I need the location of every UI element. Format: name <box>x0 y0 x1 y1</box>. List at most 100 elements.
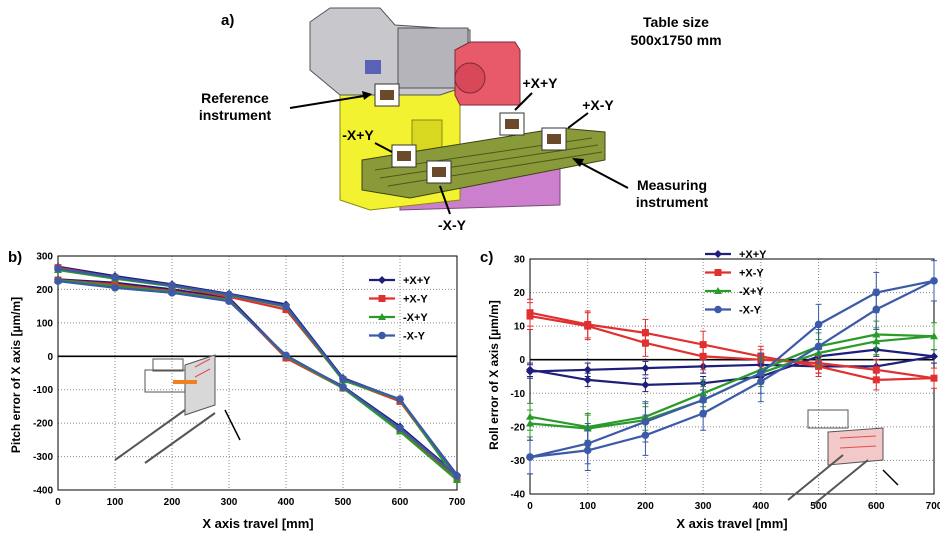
pitch-xtick-label: 300 <box>221 497 238 508</box>
roll-xtick-label: 600 <box>868 501 885 512</box>
roll-data-point <box>930 332 938 340</box>
sensor-label-pxpy: +X+Y <box>522 75 558 91</box>
roll-ytick-label: -30 <box>511 456 526 467</box>
pitch-xtick-label: 200 <box>164 497 181 508</box>
roll-data-point <box>699 352 707 360</box>
sensor-label-pxmy: +X-Y <box>582 97 614 113</box>
pitch-legend-label: -X+Y <box>403 312 428 324</box>
roll-data-point <box>757 377 765 386</box>
roll-legend-label: +X-Y <box>739 268 764 280</box>
pitch-data-point <box>225 290 233 299</box>
pitch-data-point <box>396 395 404 403</box>
pitch-ytick-label: 0 <box>47 352 53 363</box>
roll-data-point <box>699 409 707 418</box>
roll-data-point <box>814 320 823 329</box>
roll-ytick-label: 20 <box>514 288 526 299</box>
reference-arrow <box>289 94 371 109</box>
roll-ytick-label: -20 <box>511 422 526 433</box>
roll-xtick-label: 300 <box>695 501 712 512</box>
roll-legend-marker <box>714 287 722 294</box>
pitch-legend-marker <box>378 331 386 340</box>
pitch-data-point <box>54 264 62 273</box>
pitch-data-point <box>339 383 347 391</box>
roll-data-point <box>526 453 534 461</box>
roll-xtick-label: 700 <box>926 501 940 512</box>
roll-legend-label: -X-Y <box>739 305 762 317</box>
pitch-data-point <box>54 277 62 285</box>
pitch-ytick-label: -100 <box>33 385 53 396</box>
table-size-value: 500x1750 mm <box>630 32 721 48</box>
sensor-label-mxmy: -X-Y <box>438 217 467 233</box>
pitch-schematic-inset <box>114 354 241 464</box>
chart-c-xlabel: X axis travel [mm] <box>676 516 787 531</box>
panel-c-label: c) <box>480 249 493 266</box>
roll-data-point <box>930 374 938 382</box>
chart-b-ylabel: Pitch error of X axis [µm/m] <box>9 297 23 453</box>
pitch-ytick-label: -300 <box>33 452 53 463</box>
roll-data-point <box>930 277 938 285</box>
roll-data-point <box>526 312 534 320</box>
spindle-panel <box>365 60 381 74</box>
roll-data-point <box>641 339 649 347</box>
reference-label-line2: instrument <box>199 107 272 123</box>
roll-data-point <box>641 364 650 373</box>
pitch-data-point <box>282 351 290 360</box>
pitch-legend-marker <box>378 313 386 320</box>
chart-c-ylabel: Roll error of X axis [µm/m] <box>487 300 501 450</box>
roll-data-point <box>872 337 881 345</box>
roll-ytick-label: -10 <box>511 389 526 400</box>
roll-xtick-label: 500 <box>810 501 827 512</box>
roll-legend-marker <box>714 305 722 314</box>
roll-data-point <box>583 375 592 384</box>
roll-data-point <box>641 380 650 389</box>
pitch-xtick-label: 0 <box>55 497 61 508</box>
pitch-ytick-label: 200 <box>36 285 53 296</box>
machine-illustration: a) Table size 500x1750 mm Reference inst… <box>199 7 722 233</box>
pitch-data-point <box>339 375 347 383</box>
roll-legend-marker <box>714 269 722 276</box>
pitch-data-point <box>111 273 119 282</box>
measuring-label-line2: instrument <box>636 194 709 210</box>
panel-a-label: a) <box>221 12 234 29</box>
roll-data-point <box>583 365 592 374</box>
roll-ytick-label: -40 <box>511 490 526 501</box>
pitch-legend-marker <box>378 276 386 284</box>
roll-legend-marker <box>714 250 722 258</box>
pitch-legend-label: +X+Y <box>403 275 431 287</box>
roll-ytick-label: 30 <box>514 255 526 266</box>
pitch-ytick-label: -400 <box>33 486 53 497</box>
measuring-arrow <box>574 159 629 189</box>
roll-data-point <box>814 342 823 351</box>
pitch-plot-frame <box>57 255 458 491</box>
roll-data-point <box>526 419 534 427</box>
pitch-series-line-2 <box>57 268 459 482</box>
pitch-data-point <box>168 288 176 297</box>
roll-xtick-label: 400 <box>753 501 770 512</box>
pitch-data-point <box>111 283 119 292</box>
pitch-ytick-label: 100 <box>36 318 53 329</box>
pitch-xtick-label: 400 <box>278 497 295 508</box>
pitch-data-point <box>282 302 290 310</box>
roll-data-point <box>526 367 534 376</box>
pitch-series-line-3 <box>57 267 459 478</box>
pitch-legend-label: -X-Y <box>403 331 426 343</box>
roll-data-point <box>872 366 880 374</box>
pitch-xtick-label: 600 <box>392 497 409 508</box>
roll-data-point <box>872 305 881 314</box>
motor-flange <box>454 62 486 94</box>
measuring-label-line1: Measuring <box>637 177 707 193</box>
pitch-ytick-label: -200 <box>33 419 53 430</box>
roll-schematic-inset <box>787 409 899 506</box>
pitch-data-point <box>396 424 404 432</box>
pitch-error-chart: b) Pitch error of X axis [µm/m] X axis t… <box>8 249 466 531</box>
roll-xtick-label: 100 <box>579 501 596 512</box>
roll-data-point <box>930 352 938 361</box>
roll-data-point <box>641 431 650 440</box>
pitch-series-line-0 <box>57 265 459 477</box>
pitch-data-point <box>453 472 461 480</box>
roll-data-point <box>583 446 592 455</box>
pitch-data-point <box>225 297 233 305</box>
sensor-label-mxpy: -X+Y <box>342 127 374 143</box>
roll-legend-label: +X+Y <box>739 249 767 261</box>
pitch-legend-label: +X-Y <box>403 294 428 306</box>
